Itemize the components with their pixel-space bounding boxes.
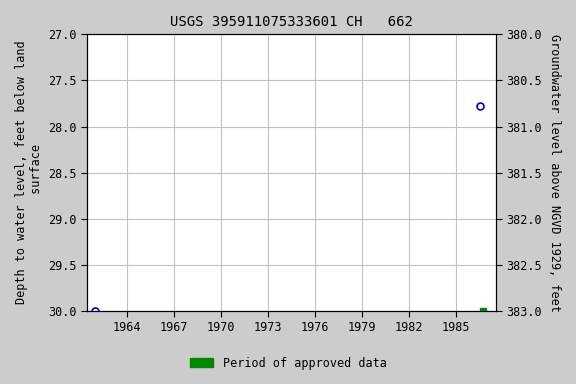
- Y-axis label: Groundwater level above NGVD 1929, feet: Groundwater level above NGVD 1929, feet: [548, 34, 561, 311]
- Legend: Period of approved data: Period of approved data: [185, 352, 391, 374]
- Title: USGS 395911075333601 CH   662: USGS 395911075333601 CH 662: [170, 15, 413, 29]
- Y-axis label: Depth to water level, feet below land
 surface: Depth to water level, feet below land su…: [15, 41, 43, 305]
